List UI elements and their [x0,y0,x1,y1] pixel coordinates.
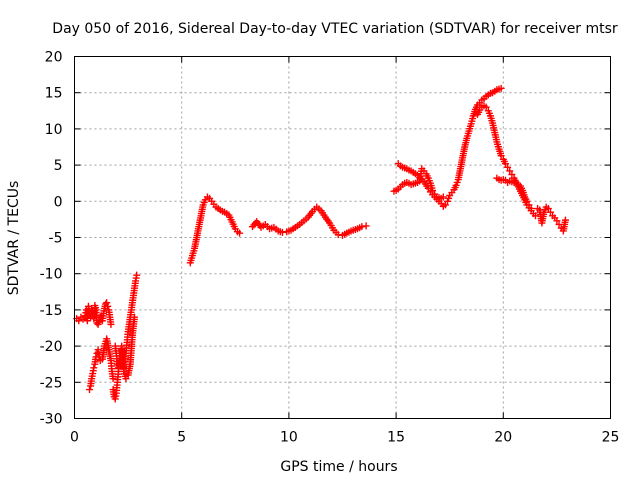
x-tick-label: 15 [387,430,405,446]
data-point [561,216,569,224]
series-segment-4b [394,84,505,210]
data-point [103,299,111,307]
data-point [544,205,552,213]
x-tick-label: 0 [70,430,79,446]
data-point [104,302,112,310]
series-segment-1d [111,313,139,383]
data-point [506,167,514,175]
data-point [553,217,561,225]
data-point [358,223,366,231]
data-point [236,229,244,237]
y-tick-label: -5 [49,231,63,247]
x-tick-label: 10 [280,430,298,446]
chart-title: Day 050 of 2016, Sidereal Day-to-day VTE… [52,21,618,37]
data-point [504,163,512,171]
series-segment-4a [390,165,447,202]
y-tick-label: -20 [40,339,63,355]
series-segment-5a [474,102,539,220]
grid-lines [74,56,611,419]
data-point [508,171,516,179]
x-tick-label: 20 [494,430,512,446]
data-point [527,205,535,213]
y-tick-label: 15 [45,86,63,102]
y-tick-label: 5 [54,158,63,174]
data-point [79,315,87,323]
series-segment-5b [493,174,535,213]
data-point [90,364,98,372]
series-segment-3 [248,203,370,239]
series-segment-2 [186,193,244,267]
data-points [73,84,569,403]
data-point [334,231,342,239]
y-axis-label: SDTVAR / TECUs [6,181,22,296]
y-tick-label: -25 [40,375,63,391]
data-point [501,160,509,168]
series-segment-5c [534,203,569,235]
data-point [546,208,554,216]
data-point [107,320,115,328]
data-point [525,201,533,209]
y-tick-label: -30 [40,412,63,428]
data-point [86,386,94,394]
data-point [362,222,370,230]
y-tick-label: -10 [40,267,63,283]
y-tick-label: -15 [40,303,63,319]
x-tick-label: 25 [602,430,620,446]
plot-frame [74,56,611,419]
data-point [278,228,286,236]
data-point [497,152,505,160]
data-point [122,375,130,383]
data-point [523,197,531,205]
data-point [131,313,139,321]
data-point [482,103,490,111]
data-point [497,84,505,92]
data-point [424,184,432,192]
data-point [439,193,447,201]
y-tick-label: 20 [45,50,63,66]
data-point [109,375,117,383]
series-segment-1a [73,299,115,328]
x-tick-label: 5 [177,430,186,446]
data-point [531,212,539,220]
y-tick-label: 10 [45,122,63,138]
x-axis-label: GPS time / hours [280,459,397,475]
y-tick-label: 0 [54,194,63,210]
data-point [133,271,141,279]
data-point [441,201,449,209]
series-segment-1b [86,335,117,394]
data-point [75,317,83,325]
axis-ticks: 0 5 10 15 20 25 -30 -25 -20 -15 -10 -5 0 5 10 15 20 [40,50,620,446]
